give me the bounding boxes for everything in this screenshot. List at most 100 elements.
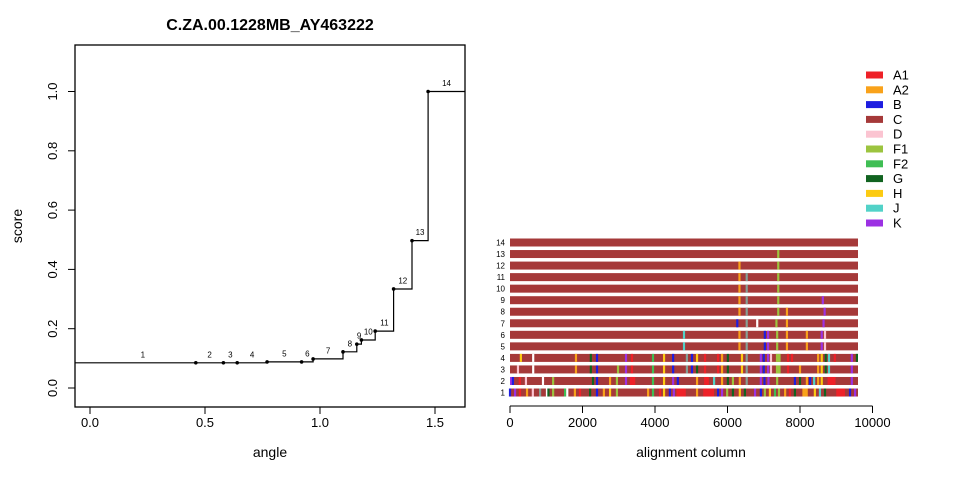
alignment-tick (738, 284, 741, 293)
y-tick-label: 0.6 (45, 201, 60, 219)
alignment-tick (511, 376, 514, 385)
alignment-tick (731, 376, 735, 385)
alignment-tick (759, 365, 762, 374)
row-bar (510, 307, 858, 316)
alignment-tick (682, 342, 686, 351)
alignment-tick (805, 342, 808, 351)
alignment-tick (775, 319, 778, 328)
data-point (373, 329, 378, 333)
alignment-tick (552, 388, 555, 397)
point-label: 7 (326, 346, 331, 355)
alignment-tick (813, 376, 816, 385)
alignment-tick (855, 353, 858, 362)
alignment-plot: 14 13 12 11 10 9 8 7 6 5 4 3 2 1 0 2000 4000 6000 8000 100… (496, 68, 909, 461)
alignment-tick (716, 365, 720, 374)
point-label: 4 (250, 350, 255, 359)
legend-label: B (893, 97, 902, 112)
row-label: 3 (501, 365, 506, 374)
legend-label: F2 (893, 156, 908, 171)
x-tick-label: 1.5 (426, 415, 444, 430)
alignment-row: 13 (496, 250, 858, 259)
alignment-tick (763, 330, 766, 339)
alignment-tick (756, 319, 759, 328)
alignment-tick (703, 388, 715, 397)
alignment-tick (827, 376, 836, 385)
point-label: 11 (380, 319, 389, 328)
data-point (299, 360, 304, 364)
alignment-tick (788, 388, 791, 397)
alignment-tick (703, 365, 707, 374)
alignment-tick (802, 388, 808, 397)
alignment-tick (809, 376, 812, 385)
x-tick-label: 0.5 (196, 415, 214, 430)
data-point (355, 342, 359, 346)
alignment-tick (552, 376, 555, 385)
y-tick-label: 0.8 (45, 142, 60, 160)
alignment-tick (647, 388, 650, 397)
alignment-tick (608, 376, 612, 385)
alignment-tick (759, 388, 762, 397)
alignment-tick (519, 353, 522, 362)
alignment-tick (595, 365, 599, 374)
alignment-tick (624, 353, 628, 362)
x-tick-label: 6000 (713, 415, 742, 430)
alignment-tick (817, 353, 820, 362)
alignment-tick (624, 365, 628, 374)
alignment-axes: 0 2000 4000 6000 8000 10000 (506, 405, 891, 430)
plot-title: C.ZA.00.1228MB_AY463222 (166, 17, 374, 34)
alignment-tick (726, 388, 729, 397)
legend-swatch (866, 86, 883, 94)
alignment-tick (777, 388, 781, 397)
alignment-tick (651, 365, 655, 374)
alignment-tick (820, 353, 823, 362)
alignment-tick (690, 353, 694, 362)
alignment-tick (820, 342, 823, 351)
alignment-tick (854, 388, 857, 397)
step-line (75, 90, 465, 364)
alignment-tick (564, 388, 567, 397)
row-label: 12 (496, 262, 505, 271)
alignment-tick (695, 388, 699, 397)
alignment-tick (685, 353, 688, 362)
x-tick-label: 8000 (786, 415, 815, 430)
alignment-tick (745, 353, 748, 362)
alignment-tick (662, 353, 666, 362)
alignment-tick (685, 365, 688, 374)
alignment-tick (589, 388, 592, 397)
alignment-tick (524, 376, 528, 385)
legend-swatch (866, 115, 883, 123)
alignment-tick (629, 376, 636, 385)
alignment-tick (820, 330, 823, 339)
alignment-tick (784, 388, 787, 397)
alignment-tick (776, 342, 779, 351)
alignment-tick (823, 330, 827, 339)
alignment-row: 11 (497, 273, 858, 282)
data-point (194, 360, 198, 365)
alignment-tick (668, 388, 671, 397)
alignment-tick (786, 365, 790, 374)
row-label: 5 (501, 342, 506, 351)
legend-swatch (866, 219, 883, 227)
data-point (426, 89, 430, 94)
alignment-tick (745, 319, 748, 328)
point-label: 8 (348, 339, 353, 348)
alignment-tick (823, 342, 827, 351)
alignment-tick (518, 388, 522, 397)
alignment-tick (763, 376, 766, 385)
alignment-tick (824, 365, 827, 374)
alignment-tick (773, 388, 777, 397)
legend-item: D (866, 127, 902, 142)
alignment-tick (850, 376, 853, 385)
alignment-tick (768, 388, 771, 397)
alignment-tick (785, 319, 789, 328)
step-plot: C.ZA.00.1228MB_AY463222 0.0 0.5 1.0 1.50.00… (9, 17, 466, 460)
alignment-tick (541, 376, 545, 385)
x-tick-label: 2000 (568, 415, 597, 430)
alignment-tick (822, 319, 825, 328)
point-label: 14 (442, 79, 451, 88)
alignment-tick (662, 365, 666, 374)
alignment-tick (704, 376, 709, 385)
row-label: 13 (496, 250, 505, 259)
alignment-tick (630, 353, 634, 362)
